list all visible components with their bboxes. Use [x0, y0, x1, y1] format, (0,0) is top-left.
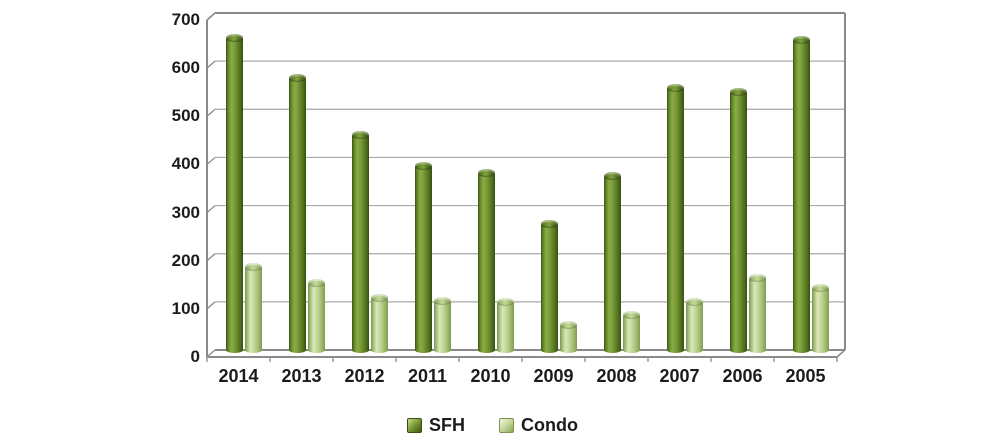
x-tick-label: 2006 [722, 366, 763, 386]
y-tick-label: 0 [190, 347, 200, 366]
bar-condo-2013 [305, 278, 327, 356]
cylinder-top [370, 294, 388, 303]
cylinder-top [540, 219, 558, 228]
cylinder-top [811, 284, 829, 292]
cylinder-top [685, 297, 703, 306]
cylinder-top [225, 33, 243, 42]
bar-condo-2012 [368, 294, 390, 355]
legend-item-condo: Condo [499, 415, 578, 436]
bar-sfh-2014 [223, 33, 245, 356]
cylinder-top [477, 169, 495, 178]
x-tick-label: 2012 [344, 366, 385, 386]
cylinder-top [433, 296, 451, 305]
bar-sfh-2007 [664, 83, 686, 356]
cylinder-top [351, 131, 369, 140]
x-tick-label: 2010 [470, 366, 511, 386]
bar-sfh-2005 [790, 36, 812, 355]
y-tick-label: 600 [171, 58, 200, 78]
bar-condo-2006 [746, 274, 768, 355]
bar-sfh-2008 [601, 171, 623, 356]
bar-condo-2008 [620, 311, 642, 355]
bar-sfh-2012 [349, 131, 371, 355]
bar-sfh-2013 [286, 73, 308, 356]
bar-condo-2009 [557, 321, 579, 355]
legend-label: SFH [429, 414, 465, 435]
cylinder-top [288, 73, 306, 82]
x-tick-label: 2008 [596, 366, 637, 386]
bar-sfh-2009 [538, 219, 560, 356]
cylinder-top [748, 274, 766, 283]
legend-key-icon [407, 417, 422, 433]
legend-item-sfh: SFH [407, 415, 465, 436]
cylinder-top [729, 87, 747, 96]
cylinder-top [307, 278, 325, 287]
cylinder-top [792, 36, 810, 45]
x-tick-label: 2009 [533, 366, 574, 386]
bar-condo-2010 [494, 297, 516, 356]
bar-condo-2005 [809, 284, 831, 355]
x-tick-label: 2011 [407, 366, 448, 386]
bar-condo-2007 [683, 297, 705, 356]
y-tick-label: 700 [171, 10, 200, 29]
bar-condo-2011 [431, 296, 453, 356]
y-tick-label: 400 [171, 154, 200, 174]
legend-key-icon [499, 417, 514, 433]
cylinder-top [622, 311, 640, 320]
x-tick-label: 2005 [785, 366, 826, 386]
cylinder-top [496, 297, 514, 306]
y-tick-label: 100 [171, 298, 200, 318]
y-tick-label: 300 [171, 202, 200, 222]
x-tick-label: 2013 [281, 366, 322, 386]
cylinder-top [666, 83, 684, 92]
bar-condo-2014 [242, 263, 264, 355]
cylinder-top [244, 263, 262, 272]
x-tick-label: 2014 [218, 366, 259, 386]
legend: SFH Condo [0, 410, 985, 440]
y-tick-label: 500 [171, 106, 200, 126]
cylinder-top [603, 171, 621, 180]
cylinder-top [414, 162, 432, 171]
bar-sfh-2011 [412, 162, 434, 355]
y-tick-label: 200 [171, 250, 200, 270]
legend-label: Condo [521, 414, 578, 435]
cylinder-top [559, 321, 577, 330]
x-tick-label: 2007 [659, 366, 700, 386]
bar-sfh-2006 [727, 87, 749, 356]
bar-sfh-2010 [475, 169, 497, 355]
